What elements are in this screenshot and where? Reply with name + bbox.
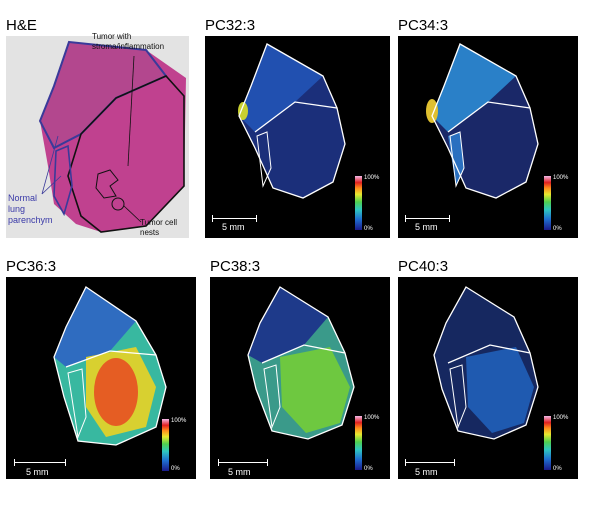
pc34-scalebar	[405, 215, 450, 222]
pc36-image	[6, 277, 196, 479]
pc40-scalebar	[405, 459, 455, 466]
he-tissue-drawing	[38, 40, 186, 233]
pc32-image	[205, 36, 390, 238]
pc40-title: PC40:3	[398, 258, 449, 275]
pc32-tissue	[238, 43, 346, 199]
pc38-image	[210, 277, 390, 479]
pc40-image	[398, 277, 578, 479]
pc38-colorbar-max: 100%	[364, 415, 380, 421]
normal-lung-label: Normal lung parenchym	[8, 193, 53, 225]
pc32-colorbar-min: 0%	[364, 226, 373, 232]
pc34-image	[398, 36, 578, 238]
pc36-scalebar	[14, 459, 66, 466]
he-title: H&E	[6, 17, 37, 34]
pc36-tissue	[53, 286, 167, 446]
pc38-title: PC38:3	[210, 258, 261, 275]
he-stain-image	[6, 36, 189, 238]
pc40-tissue	[433, 286, 539, 440]
pc34-title: PC34:3	[398, 17, 449, 34]
pc40-colorbar	[544, 416, 551, 470]
pc32-scalebar	[212, 215, 257, 222]
pc36-colorbar-min: 0%	[171, 466, 180, 472]
pc40-colorbar-min: 0%	[553, 466, 562, 472]
pc32-title: PC32:3	[205, 17, 256, 34]
pc38-scale-label: 5 mm	[228, 467, 251, 477]
pc36-scale-label: 5 mm	[26, 467, 49, 477]
pc40-colorbar-max: 100%	[553, 415, 569, 421]
pc40-scale-label: 5 mm	[415, 467, 438, 477]
pc34-colorbar-max: 100%	[553, 175, 569, 181]
pc34-scale-label: 5 mm	[415, 222, 438, 232]
pc36-title: PC36:3	[6, 258, 57, 275]
pc36-colorbar	[162, 419, 169, 471]
pc32-colorbar-max: 100%	[364, 175, 380, 181]
pc38-scalebar	[218, 459, 268, 466]
pc32-colorbar	[355, 176, 362, 230]
pc32-scale-label: 5 mm	[222, 222, 245, 232]
tumor-nests-label: Tumor cell nests	[140, 218, 178, 237]
tumor-stroma-label: Tumor with stroma/inflammation	[92, 32, 165, 51]
pc34-tissue	[426, 43, 539, 199]
pc38-colorbar	[355, 416, 362, 470]
pc38-tissue	[247, 286, 355, 440]
pc34-colorbar	[544, 176, 551, 230]
pc38-colorbar-min: 0%	[364, 466, 373, 472]
pc36-colorbar-max: 100%	[171, 418, 187, 424]
pc34-colorbar-min: 0%	[553, 226, 562, 232]
